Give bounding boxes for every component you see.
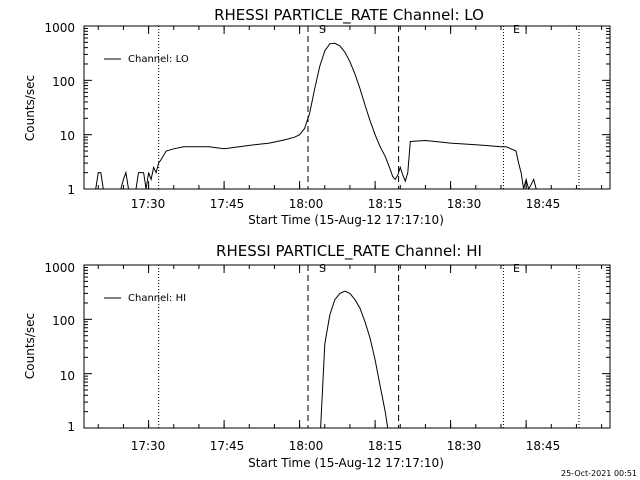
x-tick-label: 17:45 [210,439,245,453]
x-tick-label: 17:45 [210,197,245,211]
chart-panel-lo: RHESSI PARTICLE_RATE Channel: LO Start T… [23,6,611,227]
x-tick-label: 18:30 [447,439,482,453]
chart-title: RHESSI PARTICLE_RATE Channel: HI [216,242,482,261]
x-axis-label: Start Time (15-Aug-12 17:17:10) [248,213,444,227]
x-tick-label: 18:45 [526,439,561,453]
legend-label: Channel: HI [128,293,186,304]
start-marker-label: S [319,23,326,36]
y-tick-label: 1000 [44,21,75,35]
x-tick-label: 18:00 [289,197,324,211]
series-line [320,290,389,429]
y-tick-label: 1 [67,420,75,434]
x-tick-label: 18:30 [447,197,482,211]
y-tick-label: 100 [52,75,75,89]
x-tick-label: 17:30 [131,197,166,211]
chart-panel-hi: RHESSI PARTICLE_RATE Channel: HI Start T… [23,242,611,470]
x-tick-label: 18:15 [368,439,403,453]
y-tick-label: 10 [60,369,75,383]
y-axis-label: Counts/sec [23,75,37,141]
plot-frame [83,264,611,429]
y-axis-label: Counts/sec [23,313,37,379]
series-line [95,42,537,191]
end-marker-label: E [513,23,520,36]
chart-title: RHESSI PARTICLE_RATE Channel: LO [214,6,484,25]
footer-timestamp: 25-Oct-2021 00:51 [561,469,637,478]
y-tick-label: 10 [60,129,75,143]
x-tick-label: 18:45 [526,197,561,211]
y-tick-label: 1 [67,183,75,197]
x-axis-label: Start Time (15-Aug-12 17:17:10) [248,456,444,470]
plot-frame [83,25,611,190]
x-tick-label: 18:00 [289,439,324,453]
y-tick-label: 1000 [44,261,75,275]
end-marker-label: E [513,262,520,275]
x-tick-label: 18:15 [368,197,403,211]
start-marker-label: S [319,262,326,275]
y-tick-label: 100 [52,314,75,328]
x-tick-label: 17:30 [131,439,166,453]
